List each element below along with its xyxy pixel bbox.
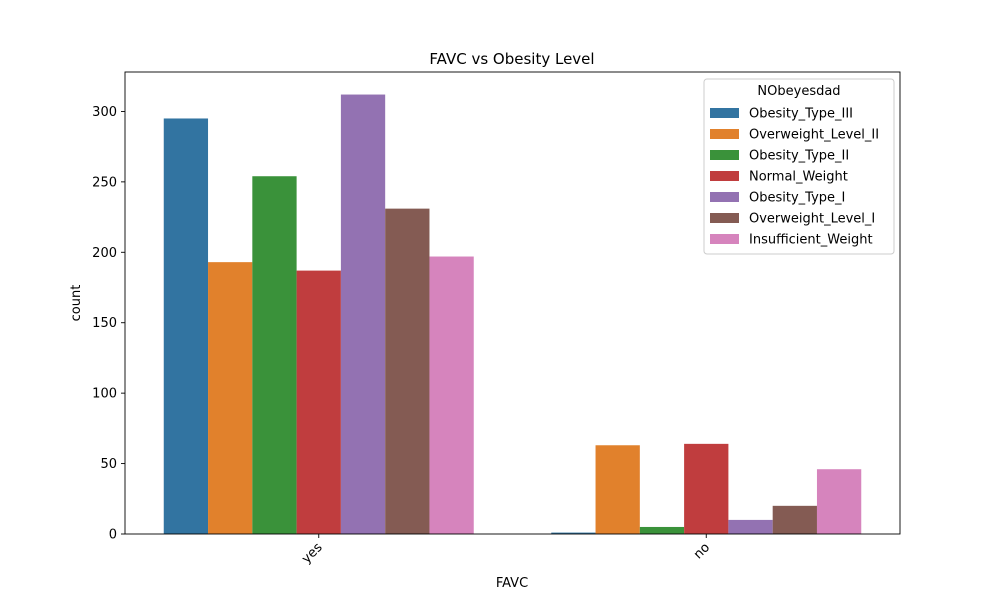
legend-label: Normal_Weight xyxy=(749,170,848,185)
bar-overweight-level-ii-yes xyxy=(208,262,253,534)
legend-label: Overweight_Level_II xyxy=(749,128,879,143)
y-tick-label: 100 xyxy=(92,387,117,402)
bar-normal-weight-yes xyxy=(296,270,341,534)
legend-label: Obesity_Type_II xyxy=(749,149,849,164)
x-tick-label: yes xyxy=(299,540,326,567)
legend-swatch xyxy=(710,150,739,160)
legend-swatch xyxy=(710,192,739,202)
legend: NObeyesdad Obesity_Type_III Overweight_Lev… xyxy=(703,78,895,255)
legend-label: Obesity_Type_I xyxy=(749,191,845,206)
bar-obesity-type-ii-no xyxy=(639,526,685,534)
bar-insufficient-weight-yes xyxy=(429,256,474,534)
x-axis-label: FAVC xyxy=(496,576,528,591)
legend-title: NObeyesdad xyxy=(757,84,840,99)
legend-swatch xyxy=(710,171,739,181)
bar-obesity-type-i-yes xyxy=(340,94,386,534)
bar-obesity-type-iii-no xyxy=(551,532,596,534)
legend-swatch xyxy=(710,213,739,223)
plot-frame xyxy=(124,71,901,535)
y-tick-label: 150 xyxy=(92,316,117,331)
legend-box xyxy=(703,78,895,255)
x-tick-label: no xyxy=(691,540,713,562)
legend-label: Insufficient_Weight xyxy=(749,233,873,248)
bar-obesity-type-iii-yes xyxy=(163,118,209,534)
y-tick-label: 300 xyxy=(92,105,117,120)
y-tick-label: 250 xyxy=(92,175,117,190)
bar-overweight-level-i-no xyxy=(772,505,817,534)
legend-swatch xyxy=(710,108,739,118)
bar-insufficient-weight-no xyxy=(816,469,862,534)
bars xyxy=(163,94,862,535)
bar-overweight-level-ii-no xyxy=(595,445,640,534)
chart-title: FAVC vs Obesity Level xyxy=(429,50,594,68)
bar-overweight-level-i-yes xyxy=(385,208,430,534)
legend-label: Overweight_Level_I xyxy=(749,212,875,227)
bar-obesity-type-ii-yes xyxy=(252,176,297,535)
y-tick-label: 50 xyxy=(100,457,117,472)
legend-swatch xyxy=(710,234,739,244)
bar-obesity-type-i-no xyxy=(728,519,773,534)
bar-normal-weight-no xyxy=(684,443,729,534)
y-tick-label: 0 xyxy=(109,528,117,543)
legend-label: Obesity_Type_III xyxy=(749,107,853,122)
y-axis-label: count xyxy=(69,285,84,322)
legend-swatch xyxy=(710,129,739,139)
y-tick-label: 200 xyxy=(92,246,117,261)
